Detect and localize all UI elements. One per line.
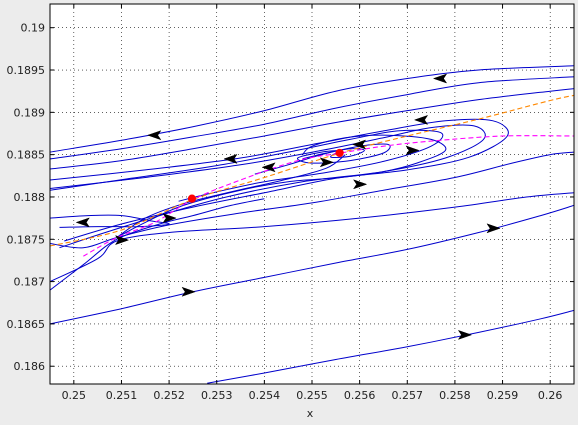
y-axis: 0.186 0.1865 0.187 0.1875 0.188 0.1885 0.189 0.… xyxy=(7,22,574,373)
y-tick-label: 0.1895 xyxy=(7,64,46,77)
direction-arrow xyxy=(75,217,90,228)
direction-arrow xyxy=(181,286,196,297)
y-tick-label: 0.1865 xyxy=(7,318,46,331)
x-tick-label: 0.253 xyxy=(201,389,233,402)
trajectory-line xyxy=(50,204,574,325)
y-tick-label: 0.186 xyxy=(14,360,46,373)
grid xyxy=(50,4,574,384)
direction-arrow xyxy=(432,73,448,84)
x-tick-label: 0.254 xyxy=(249,389,281,402)
direction-arrow xyxy=(457,329,473,340)
x-tick-label: 0.255 xyxy=(296,389,328,402)
direction-arrow xyxy=(352,179,368,190)
direction-arrow xyxy=(351,139,367,150)
direction-arrow xyxy=(147,130,162,141)
direction-arrow xyxy=(261,162,276,173)
magenta-dashed-curve xyxy=(83,135,574,257)
direction-arrow xyxy=(486,223,501,234)
trajectory-line xyxy=(116,134,447,239)
x-tick-label: 0.257 xyxy=(392,389,424,402)
trajectory-line xyxy=(50,192,574,283)
direction-arrow xyxy=(319,157,335,168)
x-tick-label: 0.258 xyxy=(439,389,471,402)
equilibrium-point xyxy=(335,148,344,158)
direction-arrow xyxy=(114,235,130,246)
x-tick-label: 0.25 xyxy=(62,389,87,402)
equilibrium-point xyxy=(187,194,197,203)
direction-arrow xyxy=(162,213,177,224)
markers xyxy=(75,73,501,340)
x-tick-label: 0.259 xyxy=(487,389,519,402)
trajectory-line xyxy=(50,65,574,153)
y-tick-label: 0.1885 xyxy=(7,149,46,162)
trajectory-line xyxy=(50,124,486,249)
trajectory-line xyxy=(50,76,574,160)
direction-arrow xyxy=(405,145,420,156)
y-tick-label: 0.19 xyxy=(21,22,46,35)
trajectory-line xyxy=(50,198,265,291)
trajectory-line xyxy=(50,129,444,202)
x-axis: 0.25 0.251 0.252 0.253 0.254 0.255 0.256 0.257 0… xyxy=(62,4,563,402)
y-tick-label: 0.189 xyxy=(14,106,46,119)
trajectory-line xyxy=(50,88,574,170)
x-tick-label: 0.26 xyxy=(538,389,563,402)
trajectory-line xyxy=(302,148,365,160)
direction-arrow xyxy=(413,114,429,125)
y-tick-label: 0.187 xyxy=(14,276,46,289)
trajectory-line xyxy=(50,118,509,242)
x-tick-label: 0.256 xyxy=(344,389,376,402)
trajectory-line xyxy=(207,309,574,384)
y-tick-label: 0.1875 xyxy=(7,233,46,246)
x-tick-label: 0.251 xyxy=(106,389,138,402)
direction-arrow xyxy=(223,153,238,164)
y-tick-label: 0.188 xyxy=(14,191,46,204)
trajectories xyxy=(50,65,574,384)
x-tick-label: 0.252 xyxy=(153,389,185,402)
trajectory-line xyxy=(50,151,574,249)
x-axis-label: x xyxy=(307,407,314,420)
